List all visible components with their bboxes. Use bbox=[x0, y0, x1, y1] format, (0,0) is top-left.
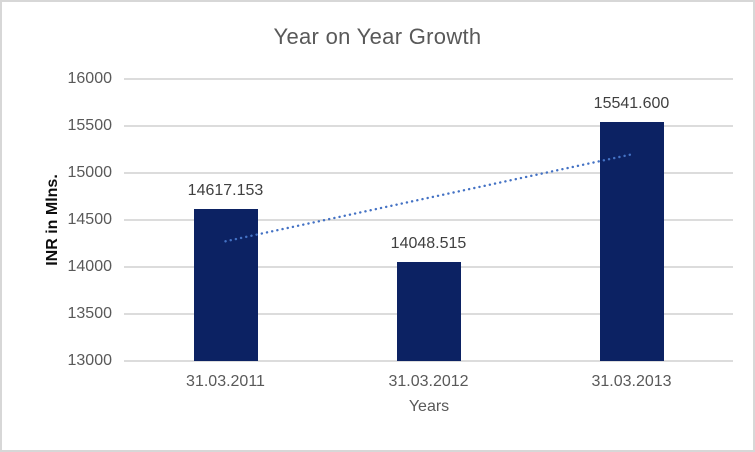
y-axis-tick-label: 14500 bbox=[67, 211, 113, 228]
y-axis-tick-label: 15000 bbox=[67, 164, 113, 181]
x-axis-tick-label: 31.03.2013 bbox=[591, 373, 672, 390]
data-label: 15541.600 bbox=[593, 95, 670, 113]
x-axis-tick-label: 31.03.2012 bbox=[388, 373, 469, 390]
y-axis-tick-label: 16000 bbox=[67, 70, 113, 87]
x-axis-title: Years bbox=[408, 398, 450, 415]
x-axis-tick-label: 31.03.2011 bbox=[186, 373, 265, 390]
y-axis-tick-label: 15500 bbox=[67, 117, 113, 134]
chart-bar bbox=[193, 208, 258, 361]
data-label: 14048.515 bbox=[390, 235, 467, 253]
y-axis-tick-label: 13500 bbox=[67, 305, 113, 322]
chart-bar bbox=[396, 262, 461, 361]
data-label: 14617.153 bbox=[187, 181, 264, 199]
y-axis-tick-label: 14000 bbox=[67, 258, 113, 275]
y-axis-tick-label: 13000 bbox=[67, 352, 113, 369]
gridline bbox=[124, 125, 733, 127]
gridline bbox=[124, 78, 733, 80]
gridline bbox=[124, 360, 733, 362]
chart-title: Year on Year Growth bbox=[273, 24, 482, 49]
chart-bar bbox=[599, 122, 664, 361]
